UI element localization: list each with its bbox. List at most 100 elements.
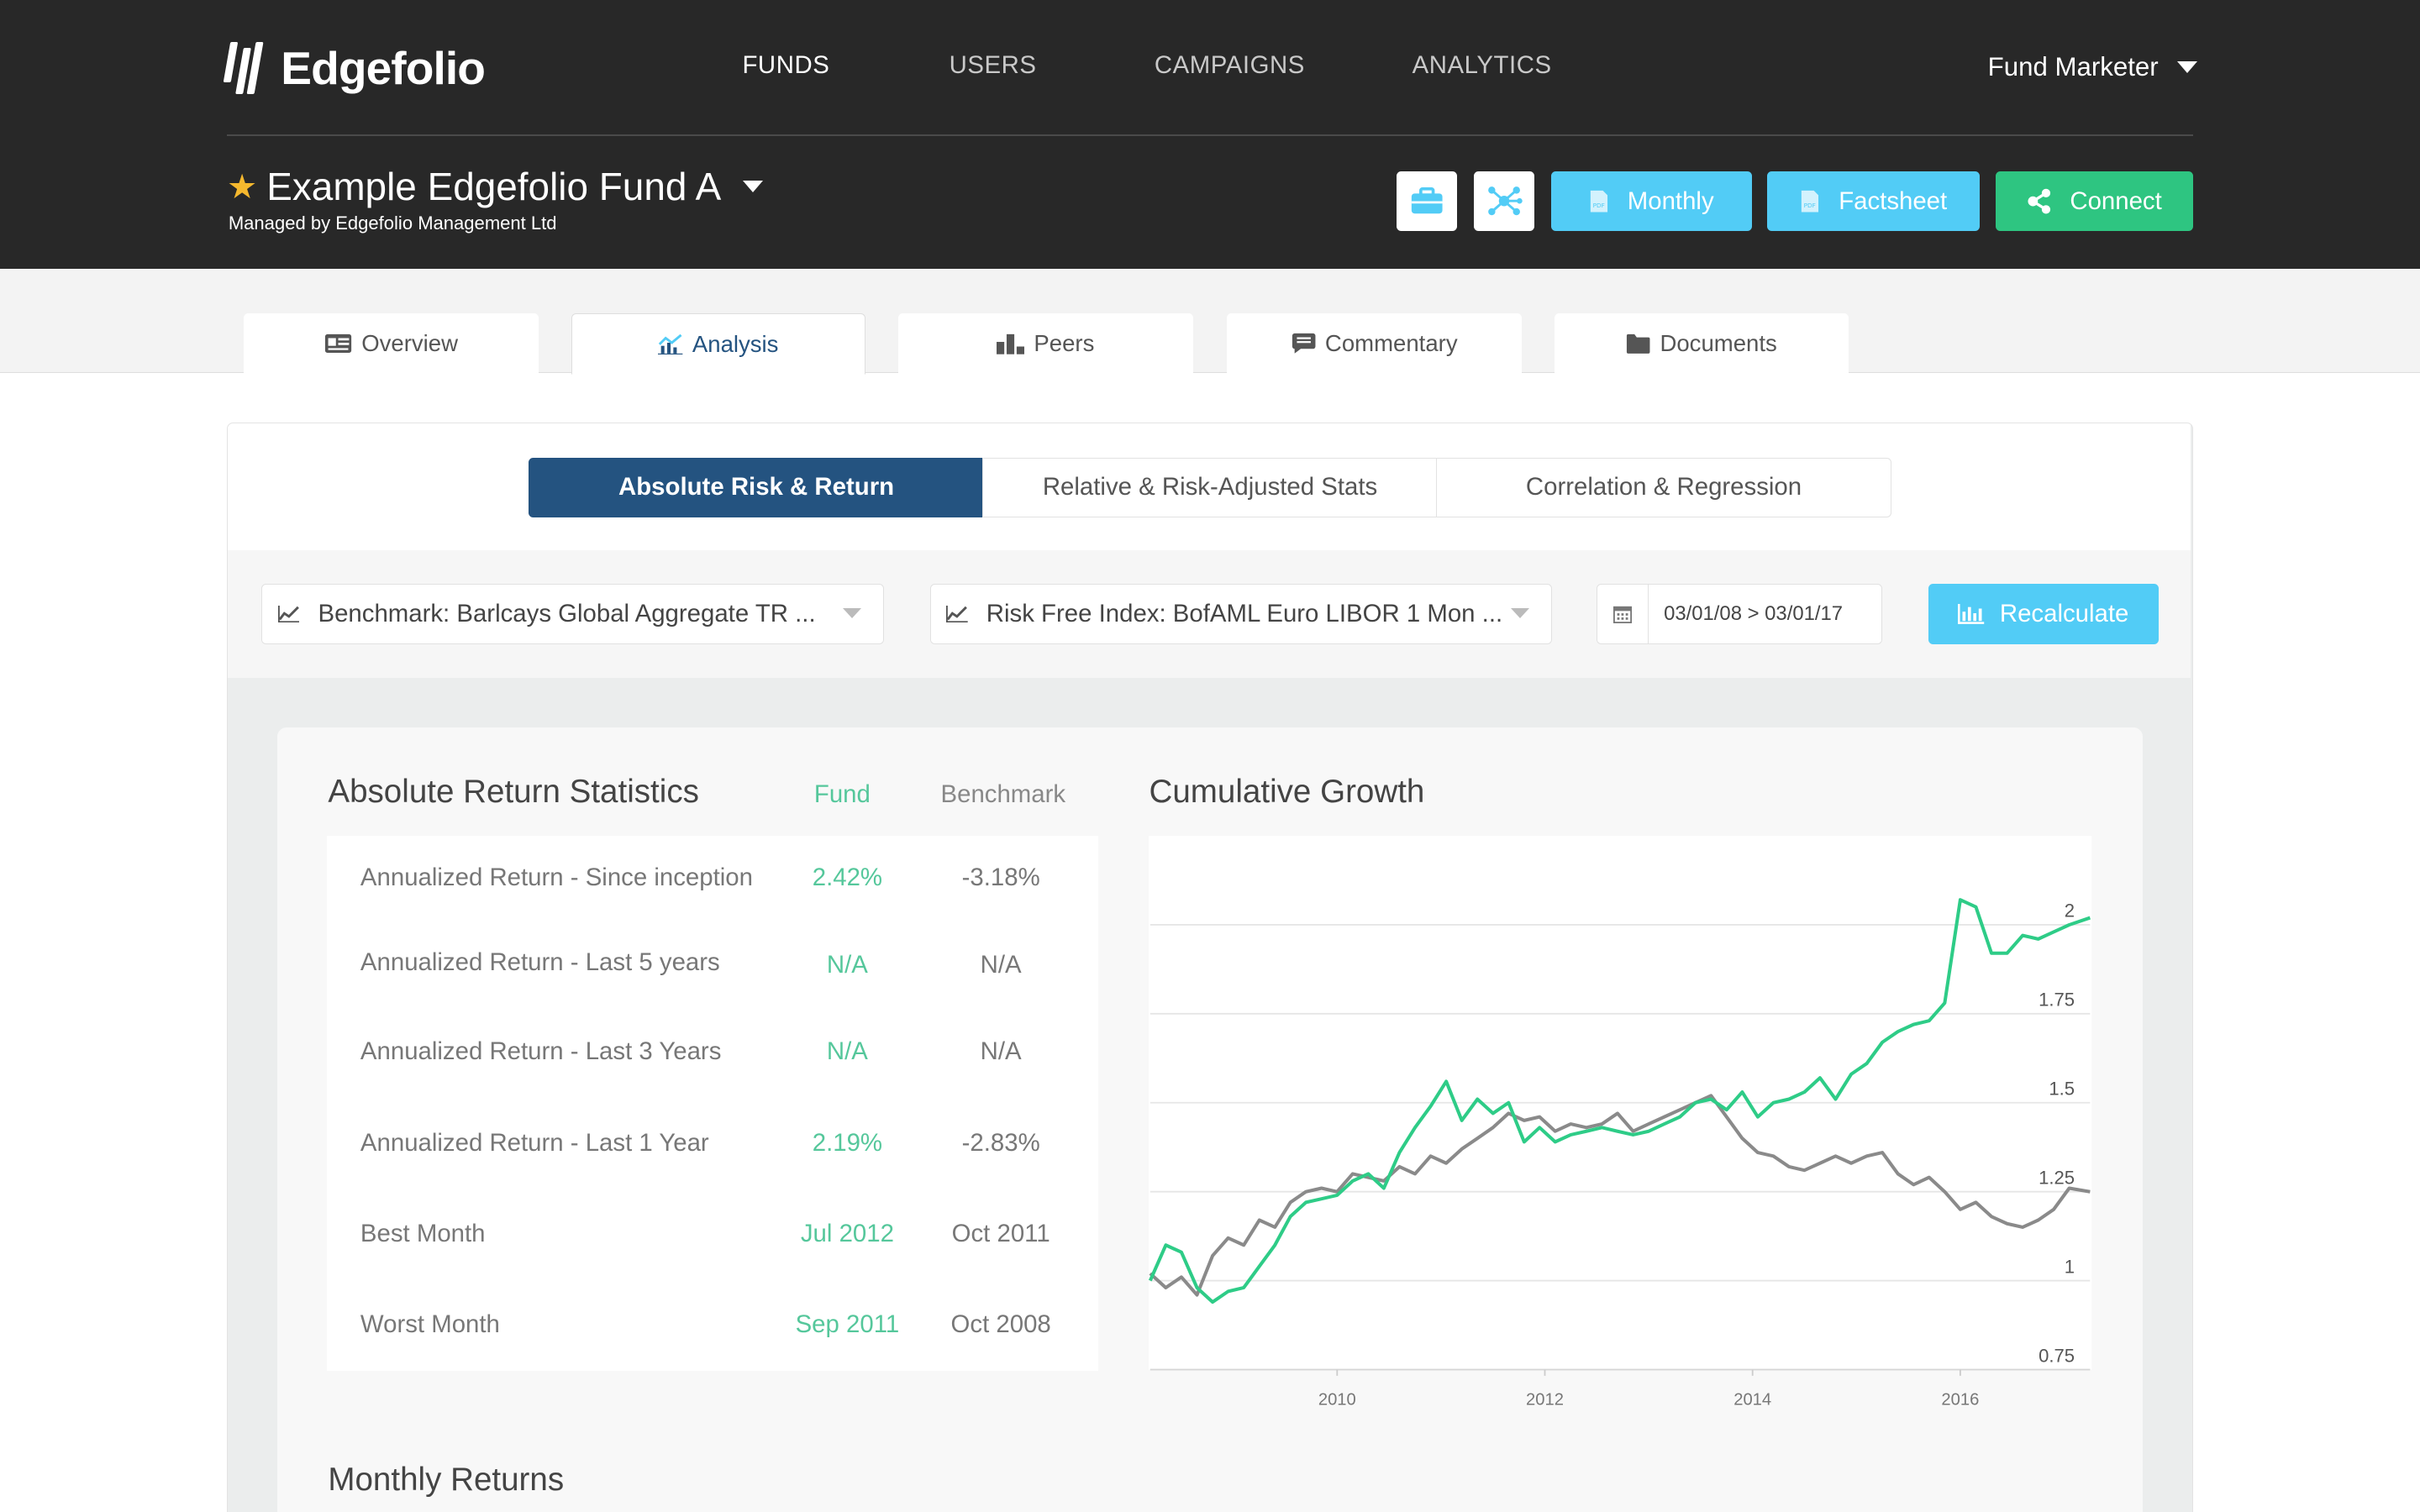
area-chart-icon [277,605,300,623]
date-range-picker[interactable]: 03/01/08 > 03/01/17 [1597,584,1882,644]
benchmark-value: Oct 2011 [951,1219,1050,1247]
x-tick-label: 2010 [1318,1390,1356,1409]
monthly-label: Monthly [1627,186,1714,215]
benchmark-value: N/A [980,1037,1022,1066]
row-label: Annualized Return - Last 5 years [360,948,720,976]
x-tick-label: 2012 [1527,1390,1565,1409]
benchmark-value: Oct 2008 [950,1310,1051,1339]
factsheet-button[interactable]: PDF Factsheet [1767,171,1981,232]
x-tick-label: 2014 [1734,1390,1772,1409]
chevron-down-icon [1511,607,1530,618]
svg-text:PDF: PDF [1592,202,1604,209]
fund-value: 2.42% [812,863,883,891]
share-icon [2027,188,2051,214]
subtab-relative-risk-adjusted[interactable]: Relative & Risk-Adjusted Stats [982,457,1438,518]
stats-card: Absolute Return Statistics Fund Benchmar… [276,727,2144,1512]
tab-commentary[interactable]: Commentary [1227,312,1522,374]
cumulative-growth-chart: 0.75 1 1.25 1.5 1.75 2 2010 2012 2014 2016 [1149,835,2092,1409]
date-range-value: 03/01/08 > 03/01/17 [1664,602,1844,626]
y-tick-label: 2 [2065,900,2075,921]
pdf-icon: PDF [1800,189,1820,213]
svg-text:PDF: PDF [1804,202,1816,209]
nav-analytics[interactable]: ANALYTICS [1412,50,1552,79]
row-label: Worst Month [360,1310,500,1339]
header-divider [226,134,2193,136]
fund-name: Example Edgefolio Fund A [266,164,722,208]
network-icon [1487,186,1523,216]
x-tick-label: 2016 [1942,1390,1980,1409]
subtab-absolute-risk-return[interactable]: Absolute Risk & Return [529,457,984,518]
tab-analysis[interactable]: Analysis [571,312,866,375]
nav-users[interactable]: USERS [949,50,1037,79]
fund-column-header: Fund [813,780,871,808]
fund-series-line [1149,897,2091,1304]
table-row: Annualized Return - Since inception 2.42… [327,856,1098,902]
portfolio-button[interactable] [1397,171,1457,232]
subtab-correlation-regression[interactable]: Correlation & Regression [1436,457,1891,518]
benchmark-select[interactable]: Benchmark: Barlcays Global Aggregate TR … [261,584,884,644]
fund-manager: Managed by Edgefolio Management Ltd [228,213,557,234]
briefcase-icon [1411,187,1443,214]
connect-label: Connect [2070,186,2162,215]
stats-table: Annualized Return - Since inception 2.42… [326,835,1098,1371]
recalculate-button[interactable]: Recalculate [1928,584,2159,644]
tab-peers[interactable]: Peers [897,312,1193,374]
top-bar: Edgefolio FUNDS USERS CAMPAIGNS ANALYTIC… [0,0,2420,269]
tab-overview[interactable]: Overview [244,312,539,374]
logo-mark-icon [223,41,265,95]
tab-documents[interactable]: Documents [1554,312,1849,374]
user-menu-label: Fund Marketer [1987,52,2159,82]
y-tick-label: 1.25 [2039,1167,2075,1188]
pdf-icon: PDF [1589,189,1609,213]
chevron-down-icon [842,607,861,618]
tab-peers-label: Peers [1034,329,1095,356]
benchmark-value: -3.18% [961,863,1040,891]
area-chart-icon [946,605,968,623]
tab-commentary-label: Commentary [1324,329,1458,356]
tab-analysis-label: Analysis [692,330,779,357]
risk-free-value: Risk Free Index: BofAML Euro LIBOR 1 Mon… [986,600,1503,628]
benchmark-value: Benchmark: Barlcays Global Aggregate TR … [318,600,816,628]
y-tick-label: 1.75 [2039,989,2075,1010]
line-chart-icon [658,333,683,355]
star-icon[interactable]: ★ [226,166,258,206]
fund-value: 2.19% [812,1128,883,1157]
risk-free-select[interactable]: Risk Free Index: BofAML Euro LIBOR 1 Mon… [929,584,1552,644]
factsheet-label: Factsheet [1839,186,1948,215]
row-label: Annualized Return - Since inception [360,863,753,891]
table-row: Best Month Jul 2012 Oct 2011 [327,1212,1098,1258]
analysis-panel: Absolute Risk & Return Relative & Risk-A… [226,423,2193,1512]
benchmark-series-line [1149,1093,2091,1297]
chevron-down-icon[interactable] [742,180,763,192]
bar-chart-icon [997,333,1025,354]
network-button[interactable] [1474,171,1534,232]
monthly-returns-title: Monthly Returns [328,1462,565,1499]
benchmark-value: N/A [980,951,1022,979]
logo-text: Edgefolio [281,41,486,94]
row-label: Annualized Return - Last 3 Years [360,1037,722,1066]
stats-title: Absolute Return Statistics [328,774,699,811]
id-card-icon [324,333,352,354]
table-row: Annualized Return - Last 5 years N/A N/A [327,941,1098,987]
connect-button[interactable]: Connect [1995,171,2193,232]
nav-campaigns[interactable]: CAMPAIGNS [1154,50,1305,79]
bar-chart-icon [1958,604,1985,625]
fund-title[interactable]: ★ Example Edgefolio Fund A [227,164,763,209]
table-row: Annualized Return - Last 1 Year 2.19% -2… [327,1121,1098,1167]
monthly-button[interactable]: PDF Monthly [1550,171,1752,232]
growth-title: Cumulative Growth [1149,774,1425,811]
y-tick-label: 1.5 [2049,1078,2075,1099]
nav-funds[interactable]: FUNDS [742,50,830,79]
y-tick-label: 0.75 [2039,1345,2075,1366]
fund-value: Sep 2011 [795,1310,900,1339]
benchmark-column-header: Benchmark [940,780,1066,808]
y-tick-label: 1 [2065,1256,2075,1277]
folder-icon [1626,333,1650,354]
user-menu[interactable]: Fund Marketer [1988,52,2197,82]
table-row: Worst Month Sep 2011 Oct 2008 [327,1303,1098,1349]
tab-overview-label: Overview [361,329,459,356]
fund-value: N/A [826,951,868,979]
tab-documents-label: Documents [1660,329,1777,356]
row-label: Best Month [360,1219,486,1247]
logo[interactable]: Edgefolio [223,40,486,96]
